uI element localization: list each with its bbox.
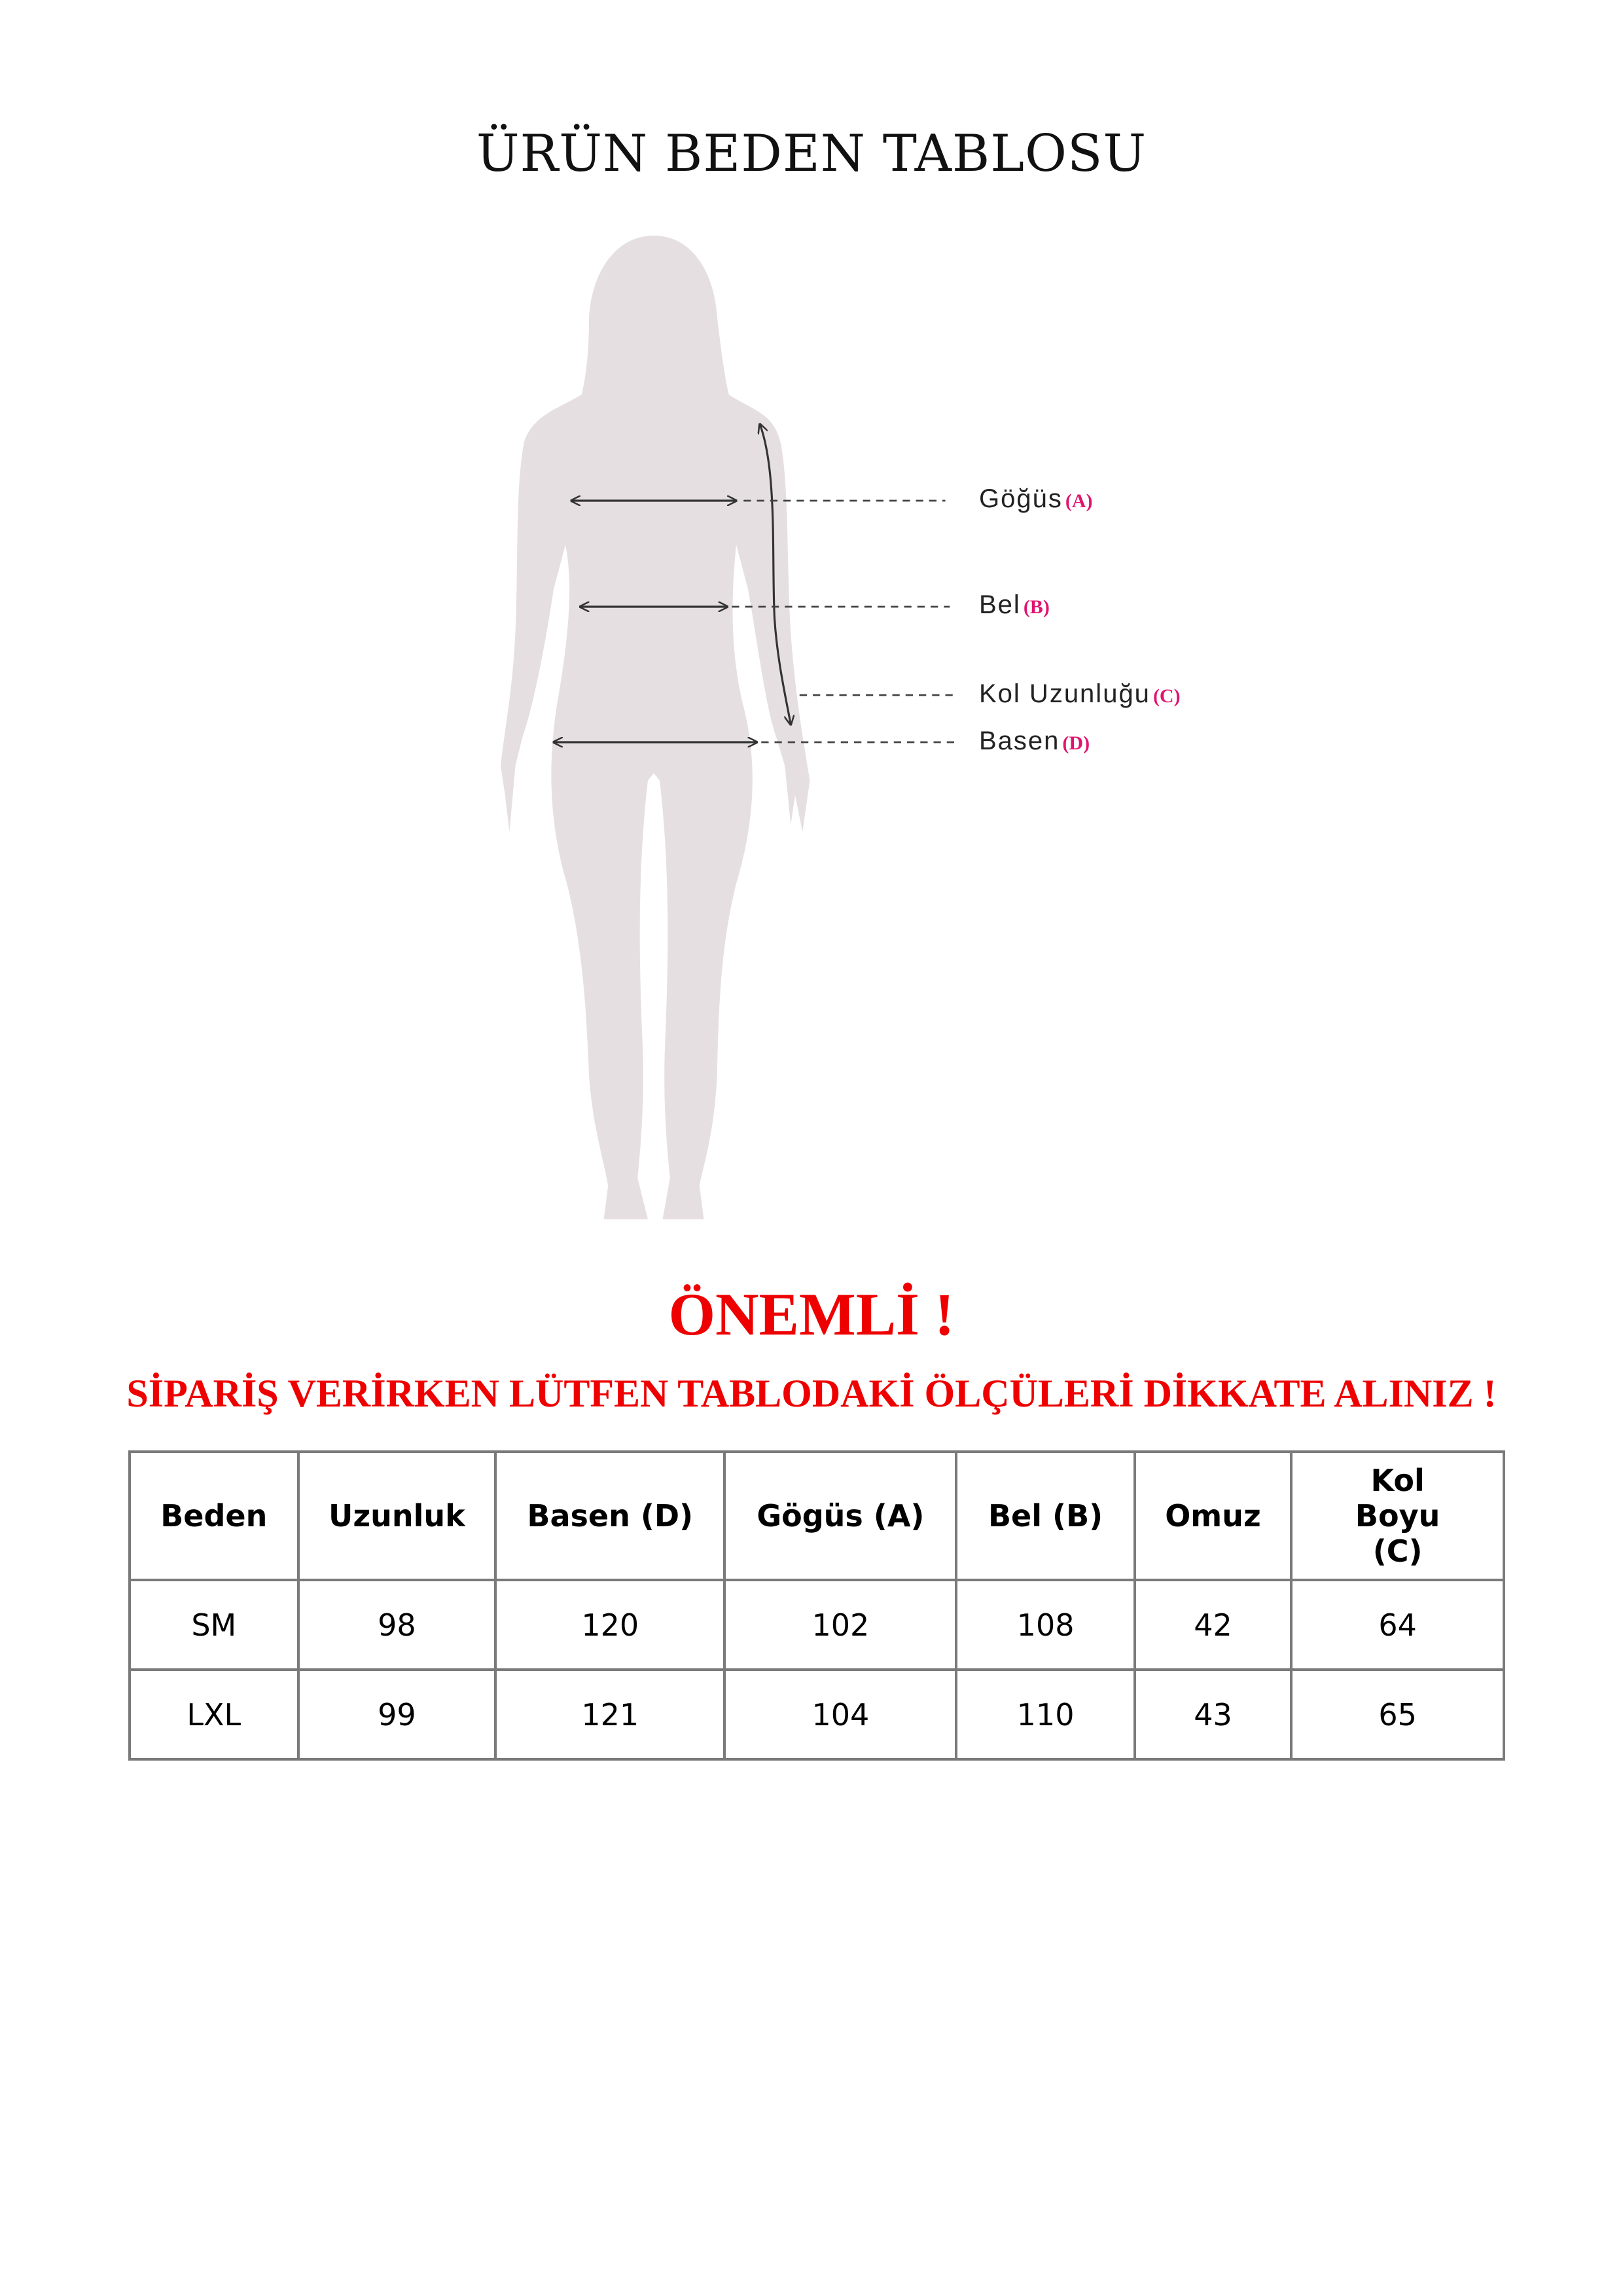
table-cell: 110 <box>955 1668 1136 1761</box>
table-cell: 108 <box>955 1579 1136 1671</box>
label-hip: Basen (D) <box>979 726 1090 756</box>
header-cell: Basen (D) <box>494 1450 726 1581</box>
label-waist: Bel (B) <box>979 590 1050 620</box>
table-row: SM 98 120 102 108 42 64 <box>128 1579 1505 1671</box>
body-measurement-figure <box>501 236 954 1219</box>
label-name: Basen <box>979 726 1060 755</box>
label-name: Bel <box>979 590 1021 619</box>
header-cell: Kol Boyu (C) <box>1290 1450 1505 1581</box>
table-cell: 121 <box>494 1668 726 1761</box>
table-cell: 98 <box>296 1579 497 1671</box>
size-table: Beden Uzunluk Basen (D) Gögüs (A) Bel (B… <box>128 1450 1505 1761</box>
page-title: ÜRÜN BEDEN TABLOSU <box>476 124 1147 183</box>
table-cell: 42 <box>1133 1579 1293 1671</box>
header-cell: Gögüs (A) <box>723 1450 958 1581</box>
label-name: Göğüs <box>979 484 1063 513</box>
sleeve-arrow <box>760 424 791 725</box>
header-cell: Uzunluk <box>296 1450 497 1581</box>
label-name: Kol Uzunluğu <box>979 679 1150 708</box>
table-cell: 104 <box>723 1668 958 1761</box>
table-cell: 65 <box>1290 1668 1505 1761</box>
table-cell: 102 <box>723 1579 958 1671</box>
table-cell: SM <box>128 1579 300 1671</box>
table-row: LXL 99 121 104 110 43 65 <box>128 1668 1505 1761</box>
label-code: (D) <box>1062 732 1090 754</box>
table-cell: 43 <box>1133 1668 1293 1761</box>
warning-text: SİPARİŞ VERİRKEN LÜTFEN TABLODAKİ ÖLÇÜLE… <box>126 1372 1497 1415</box>
table-cell: 99 <box>296 1668 497 1761</box>
label-chest: Göğüs (A) <box>979 484 1093 514</box>
body-silhouette <box>501 236 810 1219</box>
header-cell: Bel (B) <box>955 1450 1136 1581</box>
label-code: (C) <box>1152 685 1181 707</box>
table-cell: 64 <box>1290 1579 1505 1671</box>
label-code: (B) <box>1023 596 1050 618</box>
table-cell: LXL <box>128 1668 300 1761</box>
label-code: (A) <box>1065 490 1093 512</box>
table-header-row: Beden Uzunluk Basen (D) Gögüs (A) Bel (B… <box>128 1450 1505 1581</box>
header-cell: Omuz <box>1133 1450 1293 1581</box>
header-cell: Beden <box>128 1450 300 1581</box>
important-heading: ÖNEMLİ ! <box>668 1281 955 1348</box>
table-cell: 120 <box>494 1579 726 1671</box>
label-sleeve-length: Kol Uzunluğu (C) <box>979 679 1181 709</box>
